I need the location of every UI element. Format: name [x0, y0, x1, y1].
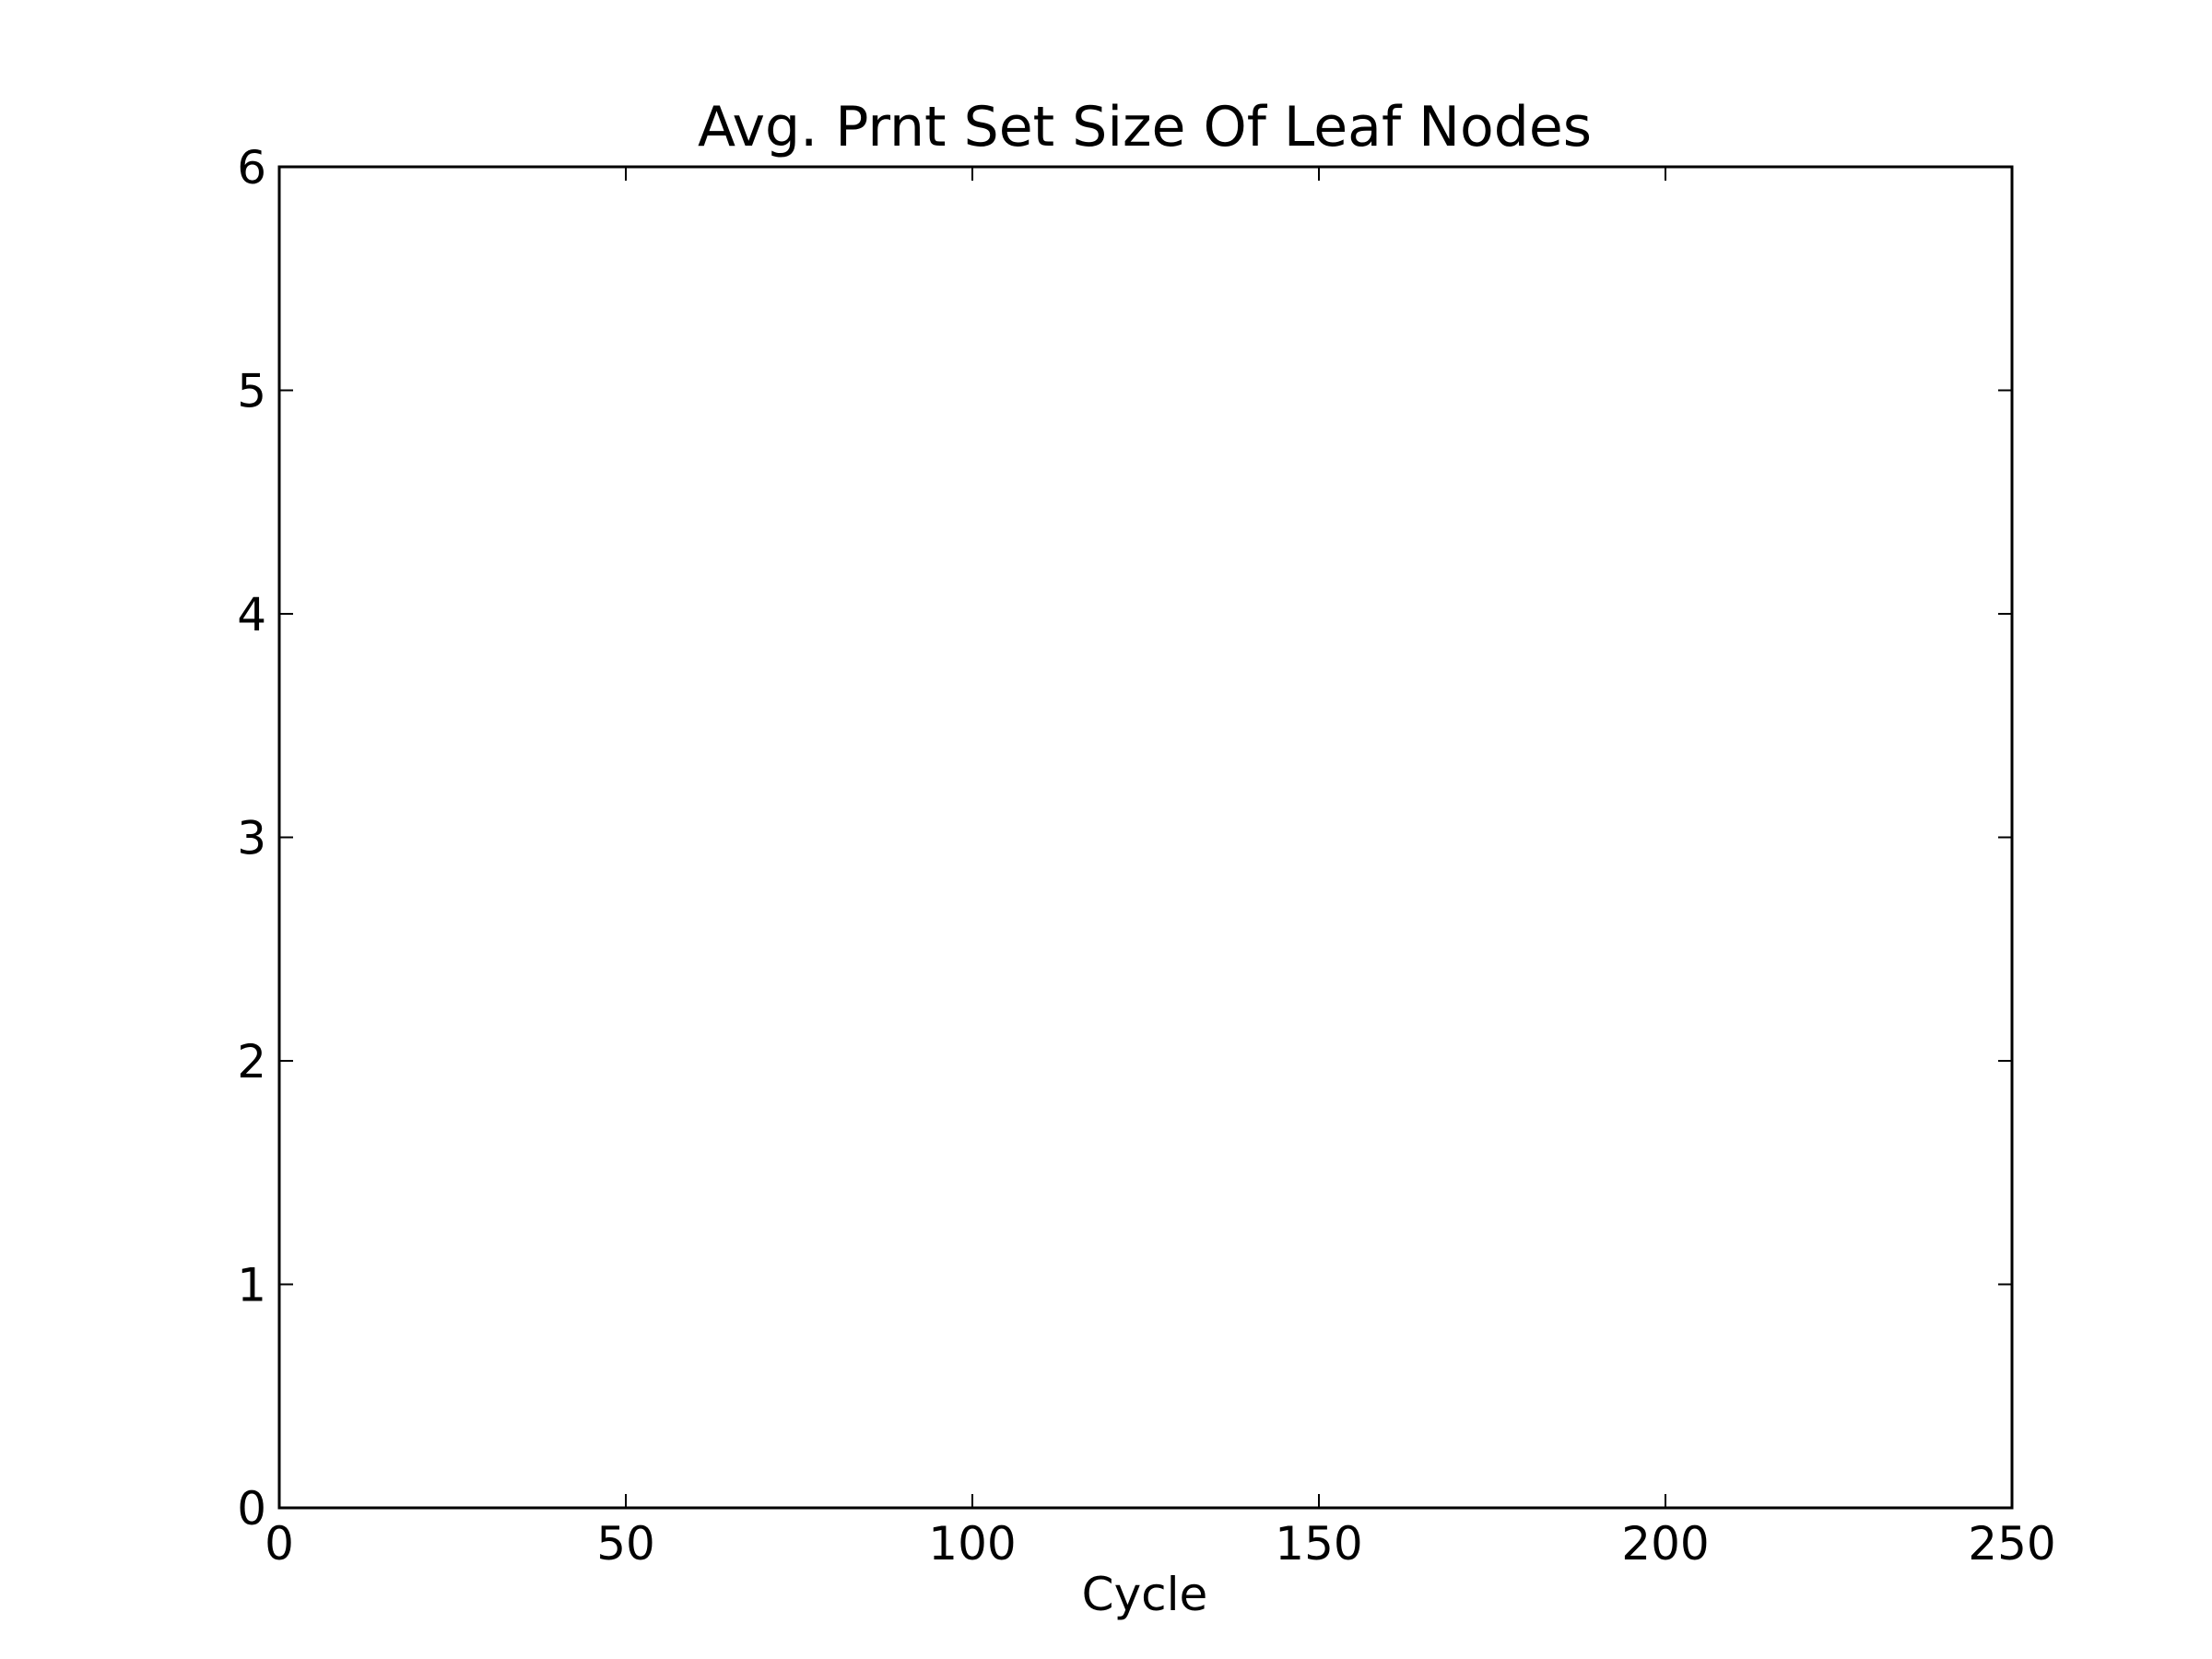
x-tick-label: 100 [928, 1517, 1016, 1571]
chart-title: Avg. Prnt Set Size Of Leaf Nodes [698, 95, 1592, 159]
x-tick-label: 200 [1621, 1517, 1709, 1571]
y-tick-label: 6 [237, 141, 266, 194]
y-tick-label: 5 [237, 365, 266, 418]
y-tick-label: 3 [237, 812, 266, 865]
x-tick-label: 50 [596, 1517, 655, 1571]
x-axis-label: Cycle [1082, 1568, 1208, 1621]
ticks-group: 0 50 100 150 200 250 0 1 2 3 4 5 6 [237, 141, 2056, 1571]
x-tick-label: 150 [1275, 1517, 1362, 1571]
y-tick-label: 0 [237, 1482, 266, 1535]
x-tick-label: 250 [1968, 1517, 2055, 1571]
y-tick-label: 1 [237, 1259, 266, 1312]
plot-area-frame [277, 165, 2014, 1510]
y-tick-label: 2 [237, 1035, 266, 1088]
x-tick-label: 0 [265, 1517, 294, 1571]
y-tick-label: 4 [237, 588, 266, 641]
